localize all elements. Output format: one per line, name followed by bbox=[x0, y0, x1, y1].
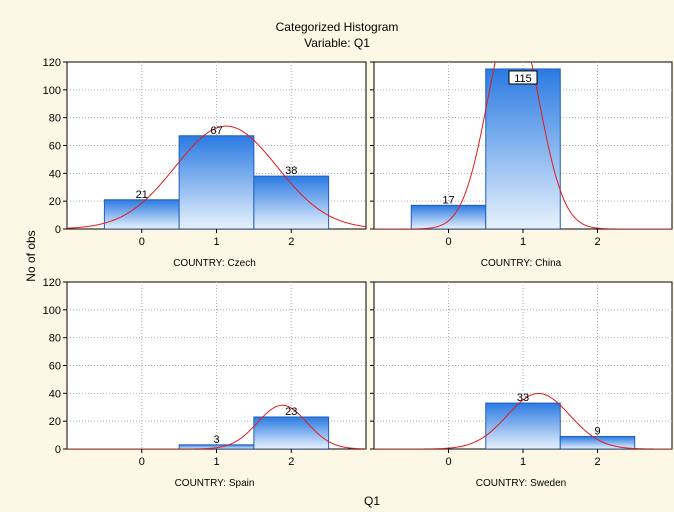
panel-1: 0 1 2 17 115 COUNTRY: China bbox=[370, 61, 673, 269]
y-tick-label: 100 bbox=[43, 305, 61, 317]
histogram-bar bbox=[178, 135, 255, 229]
value-label-box bbox=[508, 70, 538, 85]
x-tick-label: 0 bbox=[139, 456, 145, 468]
y-tick-label: 60 bbox=[49, 361, 61, 373]
y-tick-label: 0 bbox=[55, 444, 61, 456]
histogram-bar bbox=[103, 199, 180, 229]
x-tick-label: 0 bbox=[139, 236, 145, 248]
bar-value-label: 17 bbox=[442, 194, 454, 206]
x-tick-label: 2 bbox=[594, 456, 600, 468]
histogram-bar bbox=[253, 416, 330, 449]
bar-value-label: 9 bbox=[594, 425, 600, 437]
y-tick-label: 40 bbox=[49, 168, 61, 180]
y-axis-title: No of obs bbox=[24, 230, 38, 281]
x-tick-label: 1 bbox=[520, 236, 526, 248]
y-tick-label: 40 bbox=[49, 388, 61, 400]
bar-value-label: 115 bbox=[514, 73, 532, 85]
y-tick-label: 20 bbox=[49, 196, 61, 208]
plot-content bbox=[67, 404, 366, 449]
x-tick-label: 1 bbox=[520, 456, 526, 468]
plot-content bbox=[374, 392, 672, 449]
x-tick-label: 1 bbox=[213, 236, 219, 248]
x-tick-label: 1 bbox=[213, 456, 219, 468]
x-tick-label: 2 bbox=[288, 456, 294, 468]
histogram-bar bbox=[485, 68, 561, 229]
x-tick-label: 0 bbox=[445, 456, 451, 468]
panel-category-label: COUNTRY: Spain bbox=[175, 478, 255, 489]
bar-value-label: 33 bbox=[517, 392, 529, 404]
bar-value-label: 38 bbox=[285, 165, 297, 177]
x-tick-label: 0 bbox=[445, 236, 451, 248]
bar-value-label: 23 bbox=[285, 406, 297, 418]
histogram-bar bbox=[410, 204, 487, 229]
bar-value-label: 3 bbox=[213, 434, 219, 446]
bar-value-label: 67 bbox=[210, 125, 222, 137]
histogram-bar bbox=[559, 435, 636, 449]
x-tick-label: 2 bbox=[288, 236, 294, 248]
panel-0: 0 20 40 60 80 100 120 0 1 2 21 67 38 COUNTRY: Czech bbox=[43, 57, 367, 269]
y-tick-label: 0 bbox=[55, 224, 61, 236]
panel-category-label: COUNTRY: Czech bbox=[173, 258, 256, 269]
plot-content bbox=[67, 125, 366, 229]
panel-3: 0 1 2 33 9 COUNTRY: Sweden bbox=[370, 281, 673, 489]
plot-content bbox=[374, 62, 672, 229]
y-tick-label: 120 bbox=[43, 57, 61, 69]
panel-category-label: COUNTRY: Sweden bbox=[476, 478, 566, 489]
histogram-bar bbox=[253, 175, 330, 229]
x-axis-title: Q1 bbox=[364, 494, 380, 508]
y-tick-label: 60 bbox=[49, 141, 61, 153]
normal-fit-curve bbox=[374, 392, 672, 449]
y-tick-label: 100 bbox=[43, 85, 61, 97]
y-tick-label: 120 bbox=[43, 277, 61, 289]
x-tick-label: 2 bbox=[594, 236, 600, 248]
chart-subtitle: Variable: Q1 bbox=[304, 36, 370, 50]
normal-fit-curve bbox=[374, 62, 672, 229]
histogram-bar bbox=[485, 402, 561, 449]
y-tick-label: 80 bbox=[49, 333, 61, 345]
y-tick-label: 20 bbox=[49, 416, 61, 428]
bar-value-label: 21 bbox=[136, 189, 148, 201]
normal-fit-curve bbox=[67, 125, 366, 229]
panel-category-label: COUNTRY: China bbox=[481, 258, 562, 269]
normal-fit-curve bbox=[67, 404, 366, 449]
y-tick-label: 80 bbox=[49, 113, 61, 125]
chart-title: Categorized Histogram bbox=[276, 20, 399, 34]
